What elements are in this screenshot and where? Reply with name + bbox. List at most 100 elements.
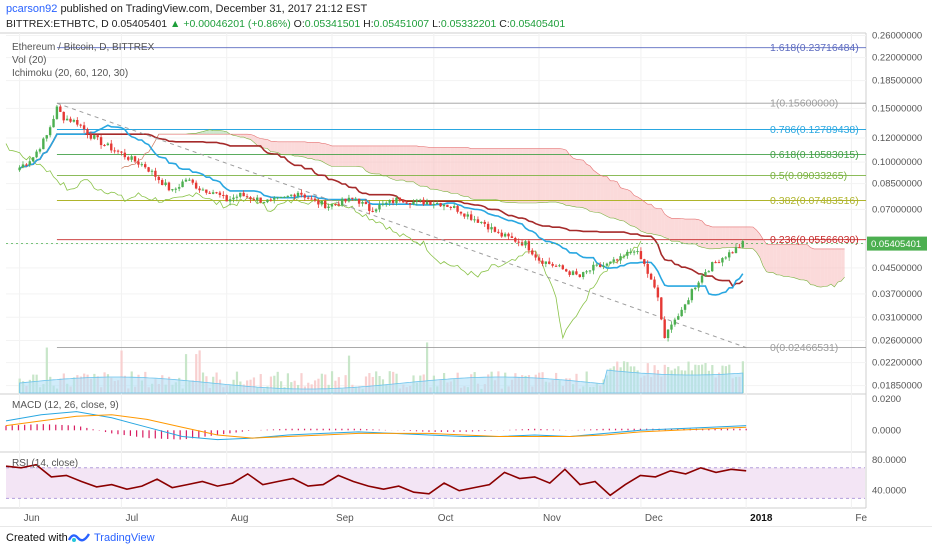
candle-body [249,197,251,199]
ichimoku-cloud-segment [784,245,787,277]
ichimoku-cloud-segment [817,249,820,287]
ichimoku-cloud-segment [318,142,321,161]
candle-body [35,152,37,158]
candle-body [657,287,659,297]
candle-body [501,233,503,237]
ichimoku-cloud-segment [831,249,834,287]
ichimoku-cloud-segment [322,143,325,163]
candle-body [39,149,41,151]
candle-body [344,199,346,202]
candle-body [426,202,428,204]
candle-body [317,200,319,204]
candle-body [259,198,261,203]
ichimoku-cloud-segment [790,245,793,278]
candle-body [728,252,730,257]
candle-body [280,197,282,198]
candle-body [239,193,241,197]
candle-body [708,271,710,272]
ichimoku-cloud-segment [838,249,841,282]
ichimoku-cloud-segment [383,146,386,176]
ichimoku-cloud-segment [627,189,630,225]
candle-body [663,319,665,338]
candle-body [18,168,20,171]
candle-body [117,151,119,152]
candle-body [181,182,183,188]
candle-body [59,107,61,112]
candle-body [236,197,238,198]
candle-body [633,252,635,253]
price-tick-label: 0.10000000 [872,157,922,168]
ichimoku-cloud-segment [471,149,474,200]
candle-body [266,200,268,203]
candle-body [592,265,594,271]
macd-tick-label: 0.0200 [872,394,901,405]
candle-body [86,129,88,134]
candle-body [307,198,309,199]
candle-body [327,207,329,208]
candle-body [674,320,676,325]
candle-body [531,250,533,254]
candle-body [141,164,143,165]
ichimoku-cloud-segment [563,149,566,205]
ichimoku-cloud-segment [675,218,678,241]
candle-body [738,247,740,248]
ichimoku-cloud-segment [308,142,311,158]
created-with-text: Created with [6,532,68,544]
ichimoku-cloud-segment [719,227,722,249]
candle-body [49,127,51,135]
candle-body [528,241,530,250]
price-tick-label: 0.01850000 [872,381,922,392]
ichimoku-cloud-segment [376,146,379,174]
ichimoku-cloud-segment [614,181,617,220]
candle-body [100,137,102,145]
candle-body [419,200,421,201]
ichimoku-cloud-segment [488,149,491,200]
rsi-tick-label: 80.0000 [872,455,906,466]
candle-body [429,202,431,205]
fib-level-label: 1(0.15600000) [770,98,838,110]
ichimoku-cloud-segment [437,148,440,191]
candle-body [96,135,98,137]
candle-body [694,288,696,289]
candle-body [497,232,499,233]
candle-body [225,195,227,201]
ichimoku-cloud-segment [600,175,603,214]
candle-body [52,119,54,127]
candle-body [263,202,265,203]
candle-body [636,251,638,252]
ichimoku-cloud-segment [814,249,817,287]
candle-body [585,271,587,272]
candle-body [175,189,177,190]
tradingview-brand-link[interactable]: TradingView [94,532,155,544]
candle-body [640,251,642,259]
candle-body [178,187,180,189]
candle-body [507,234,509,237]
candle-body [290,195,292,196]
candle-body [93,135,95,139]
price-tick-label: 0.03100000 [872,312,922,323]
candle-body [572,271,574,275]
candle-body [473,219,475,220]
chart-canvas[interactable]: 1.618(0.23716484)1(0.15600000)0.786(0.12… [0,0,932,526]
candle-body [619,256,621,260]
ichimoku-cloud-segment [678,218,681,242]
ichimoku-cloud-segment [417,146,420,186]
candle-body [66,119,68,121]
candle-body [304,195,306,198]
candle-body [680,310,682,316]
candle-body [596,265,598,266]
ichimoku-cloud-segment [359,146,362,167]
candle-body [484,222,486,224]
candle-body [606,264,608,266]
ichimoku-cloud-segment [468,148,471,199]
candle-body [378,205,380,210]
candle-body [124,153,126,157]
ichimoku-cloud-segment [712,227,715,249]
ichimoku-cloud-segment [726,227,729,248]
price-tick-label: 0.03700000 [872,289,922,300]
legend-rsi: RSI (14, close) [12,458,78,469]
candle-body [192,180,194,183]
candle-body [711,262,713,271]
candle-body [137,162,139,165]
candle-body [229,199,231,201]
